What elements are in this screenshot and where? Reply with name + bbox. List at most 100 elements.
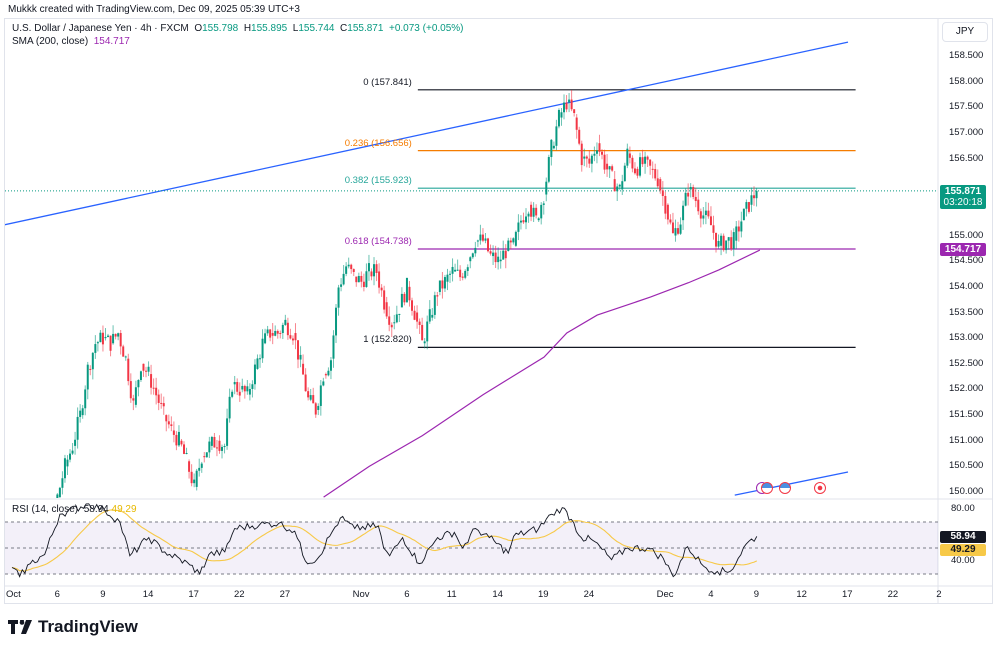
candle-body: [555, 126, 558, 146]
chart-credit: Mukkk created with TradingView.com, Dec …: [8, 4, 300, 15]
candle-body: [248, 388, 251, 395]
candle-body: [512, 238, 515, 243]
time-tick-label: 17: [188, 589, 199, 600]
candle-body: [595, 150, 598, 154]
candle-body: [205, 452, 208, 458]
candle-body: [687, 192, 690, 197]
economic-event-icon[interactable]: [814, 482, 826, 494]
candle-body: [519, 220, 522, 223]
candle-body: [236, 382, 239, 392]
us-flag-event-icon[interactable]: [779, 482, 791, 494]
candle-body: [309, 395, 312, 400]
candle-body: [139, 371, 142, 381]
rsi-pane[interactable]: [5, 503, 938, 578]
candle-body: [56, 494, 59, 498]
candle-body: [618, 184, 621, 187]
candle-body: [297, 340, 300, 360]
price-pane[interactable]: [0, 41, 938, 632]
candle-body: [631, 157, 634, 169]
candle-body: [661, 190, 664, 196]
sma-value: 154.717: [93, 36, 130, 47]
candle-body: [730, 237, 733, 249]
candle-body: [416, 312, 419, 322]
candle-body: [390, 324, 393, 328]
candle-body: [39, 598, 41, 608]
candle-body: [223, 446, 226, 448]
candle-body: [677, 228, 680, 234]
candle-body: [456, 269, 459, 271]
candle-body: [36, 605, 38, 609]
candle-body: [722, 235, 725, 251]
candle-body: [142, 363, 145, 371]
candle-body: [494, 252, 497, 263]
candle-body: [583, 156, 586, 159]
candle-body: [461, 276, 464, 278]
candle-body: [476, 240, 479, 242]
time-tick-label: 9: [753, 589, 760, 600]
candle-body: [545, 181, 548, 195]
price-tick-label: 156.500: [949, 152, 984, 164]
candle-body: [699, 211, 702, 219]
time-tick-label: 2: [936, 589, 942, 600]
rsi-line: [11, 503, 758, 578]
price-tick-label: 153.500: [949, 306, 984, 318]
symbol-legend[interactable]: U.S. Dollar / Japanese Yen · 4h · FXCM O…: [12, 23, 464, 34]
candle-body: [740, 221, 743, 232]
candle-body: [233, 382, 236, 385]
candle-body: [388, 316, 391, 325]
rsi-legend[interactable]: RSI (14, close) 58.94 49.29: [12, 504, 137, 515]
sma-legend[interactable]: SMA (200, close) 154.717: [12, 36, 130, 47]
candle-body: [188, 461, 191, 472]
candle-body: [58, 487, 61, 498]
candle-body: [195, 470, 198, 487]
candle-body: [405, 277, 408, 303]
open-label: O: [194, 23, 203, 34]
candle-body: [522, 220, 525, 223]
candle-body: [679, 224, 682, 234]
candle-body: [342, 273, 345, 285]
candle-body: [694, 196, 697, 201]
close-label: C: [340, 23, 348, 34]
candle-body: [352, 269, 355, 272]
candle-body: [271, 333, 274, 336]
currency-button[interactable]: JPY: [942, 22, 988, 42]
candle-body: [441, 280, 444, 289]
time-tick-label: 9: [100, 589, 106, 600]
candle-body: [621, 181, 624, 190]
symbol-name: U.S. Dollar / Japanese Yen · 4h · FXCM: [12, 23, 189, 34]
candle-body: [590, 155, 593, 164]
candle-body: [312, 395, 315, 404]
candle-body: [565, 102, 568, 110]
us-flag-event-icon[interactable]: [761, 482, 773, 494]
sma-price-tag: 154.717: [940, 243, 986, 256]
candle-body: [532, 207, 535, 217]
close-value: 155.871: [347, 23, 384, 34]
candle-body: [89, 368, 92, 370]
price-tick-label: 152.000: [949, 383, 984, 395]
time-tick-label: 14: [492, 589, 503, 600]
candle-body: [289, 335, 292, 339]
candle-body: [474, 247, 477, 254]
fib-level-label: 1 (152.820): [363, 334, 412, 346]
candle-body: [170, 424, 173, 426]
candle-body: [547, 157, 550, 182]
candle-body: [314, 403, 317, 415]
candle-body: [747, 202, 750, 212]
candle-body: [636, 168, 639, 176]
candle-body: [537, 218, 540, 221]
candle-body: [304, 374, 307, 392]
candle-body: [71, 450, 74, 454]
tradingview-logo[interactable]: TradingView: [8, 617, 138, 637]
candle-body: [423, 341, 426, 344]
candle-body: [165, 415, 168, 422]
candle-body: [651, 168, 654, 170]
sma-200-line: [323, 249, 761, 498]
candle-body: [350, 264, 353, 270]
candle-body: [753, 195, 756, 199]
candle-body: [284, 319, 287, 325]
candle-body: [408, 286, 411, 301]
candle-body: [403, 293, 406, 303]
bar-countdown: 03:20:18: [943, 197, 983, 208]
candle-body: [129, 381, 132, 399]
